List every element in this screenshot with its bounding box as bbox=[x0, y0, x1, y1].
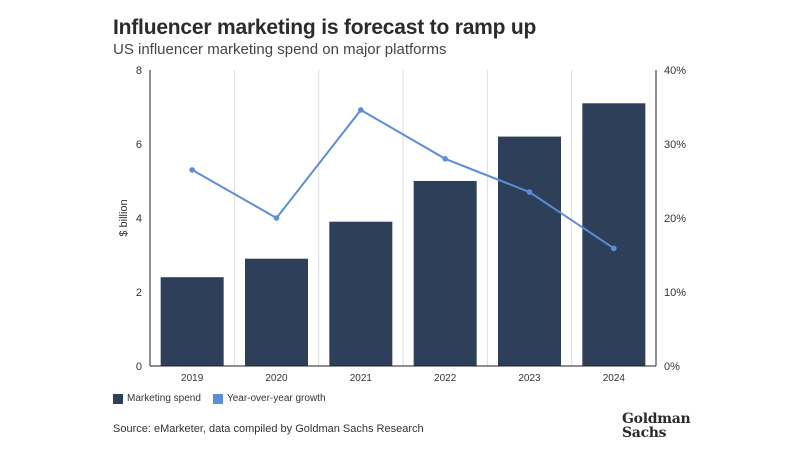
legend-label-line: Year-over-year growth bbox=[226, 393, 326, 404]
legend-swatch-bars bbox=[113, 393, 123, 404]
y-axis-label: $ billion bbox=[118, 199, 130, 236]
y2-tick-label: 30% bbox=[664, 139, 686, 151]
goldman-sachs-logo: Goldman Sachs bbox=[622, 411, 691, 441]
source-note: Source: eMarketer, data compiled by Gold… bbox=[113, 423, 424, 435]
y2-tick-label: 0% bbox=[664, 361, 680, 373]
growth-point-2023 bbox=[526, 189, 533, 195]
x-tick-label: 2021 bbox=[350, 373, 373, 384]
legend-item-bars: Marketing spend bbox=[113, 393, 201, 404]
legend-label-bars: Marketing spend bbox=[127, 393, 201, 404]
y-tick-label: 4 bbox=[136, 213, 142, 225]
bar-2020 bbox=[245, 258, 308, 366]
logo-line-2: Sachs bbox=[622, 425, 667, 441]
growth-point-2021 bbox=[358, 107, 364, 113]
growth-line bbox=[191, 108, 615, 250]
x-tick-label: 2019 bbox=[181, 373, 204, 384]
y-tick-label: 8 bbox=[136, 65, 142, 77]
x-tick-label: 2020 bbox=[265, 373, 288, 384]
legend-swatch-line bbox=[212, 393, 223, 404]
growth-point-2024 bbox=[611, 245, 617, 252]
y-tick-label: 6 bbox=[136, 139, 142, 151]
chart-title: Influencer marketing is forecast to ramp… bbox=[113, 16, 537, 39]
growth-point-2022 bbox=[442, 156, 448, 162]
bar-2023 bbox=[498, 136, 561, 366]
bar-2022 bbox=[413, 181, 477, 366]
y2-tick-label: 20% bbox=[664, 213, 686, 225]
bar-2019 bbox=[160, 277, 224, 366]
y2-tick-label: 10% bbox=[664, 287, 686, 299]
y-tick-label: 0 bbox=[136, 361, 142, 373]
bar-2021 bbox=[329, 221, 393, 366]
growth-point-2019 bbox=[189, 167, 195, 173]
logo-line-1: Goldman bbox=[622, 411, 691, 427]
growth-point-2020 bbox=[273, 215, 280, 221]
chart-subtitle: US influencer marketing spend on major p… bbox=[113, 41, 447, 58]
x-tick-label: 2023 bbox=[518, 373, 541, 384]
y-tick-label: 2 bbox=[136, 287, 142, 299]
x-tick-label: 2022 bbox=[434, 373, 457, 384]
y2-tick-label: 40% bbox=[664, 65, 686, 77]
legend-item-line: Year-over-year growth bbox=[212, 393, 326, 404]
x-tick-label: 2024 bbox=[603, 373, 626, 384]
legend: Marketing spend Year-over-year growth bbox=[113, 393, 338, 404]
